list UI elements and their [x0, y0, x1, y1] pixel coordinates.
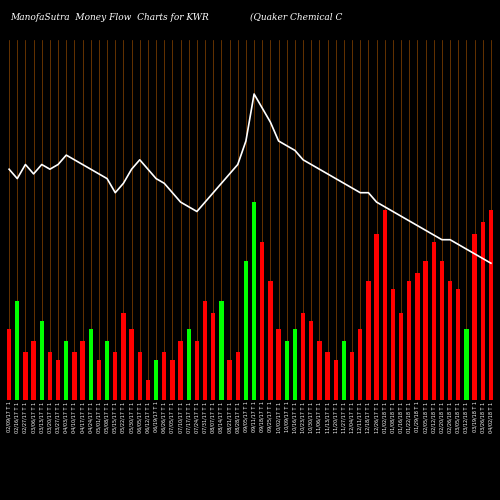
Bar: [96, 360, 101, 400]
Bar: [40, 321, 44, 400]
Bar: [105, 340, 110, 400]
Bar: [48, 352, 52, 400]
Bar: [121, 313, 126, 400]
Bar: [301, 313, 306, 400]
Bar: [211, 313, 216, 400]
Bar: [350, 352, 354, 400]
Bar: [138, 352, 142, 400]
Bar: [432, 242, 436, 400]
Bar: [326, 352, 330, 400]
Bar: [382, 210, 387, 400]
Bar: [399, 313, 404, 400]
Bar: [488, 210, 493, 400]
Bar: [358, 328, 362, 400]
Bar: [32, 340, 36, 400]
Bar: [80, 340, 85, 400]
Bar: [415, 274, 420, 400]
Bar: [162, 352, 166, 400]
Bar: [228, 360, 232, 400]
Bar: [480, 222, 485, 400]
Bar: [407, 281, 412, 400]
Bar: [374, 234, 379, 400]
Bar: [456, 289, 460, 400]
Bar: [56, 360, 60, 400]
Bar: [146, 380, 150, 400]
Text: (Quaker Chemical C: (Quaker Chemical C: [250, 12, 342, 22]
Bar: [448, 281, 452, 400]
Bar: [113, 352, 117, 400]
Bar: [260, 242, 264, 400]
Bar: [186, 328, 191, 400]
Bar: [244, 262, 248, 400]
Bar: [15, 301, 20, 400]
Bar: [194, 340, 199, 400]
Text: ManofaSutra  Money Flow  Charts for KWR: ManofaSutra Money Flow Charts for KWR: [10, 12, 209, 22]
Bar: [154, 360, 158, 400]
Bar: [276, 328, 281, 400]
Bar: [292, 328, 297, 400]
Bar: [390, 289, 395, 400]
Bar: [472, 234, 477, 400]
Bar: [464, 328, 468, 400]
Bar: [366, 281, 370, 400]
Bar: [440, 262, 444, 400]
Bar: [284, 340, 289, 400]
Bar: [130, 328, 134, 400]
Bar: [178, 340, 183, 400]
Bar: [219, 301, 224, 400]
Bar: [268, 281, 272, 400]
Bar: [309, 321, 314, 400]
Bar: [170, 360, 174, 400]
Bar: [424, 262, 428, 400]
Bar: [23, 352, 28, 400]
Bar: [317, 340, 322, 400]
Bar: [252, 202, 256, 400]
Bar: [88, 328, 93, 400]
Bar: [72, 352, 76, 400]
Bar: [203, 301, 207, 400]
Bar: [64, 340, 68, 400]
Bar: [7, 328, 12, 400]
Bar: [334, 360, 338, 400]
Bar: [342, 340, 346, 400]
Bar: [236, 352, 240, 400]
